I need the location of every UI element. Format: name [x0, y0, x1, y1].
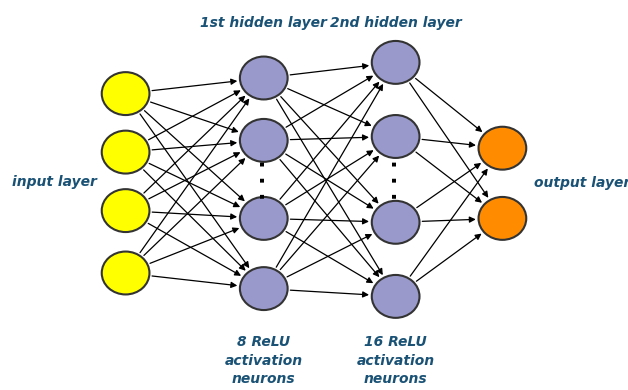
Ellipse shape [240, 119, 288, 162]
Ellipse shape [102, 72, 149, 115]
Ellipse shape [372, 115, 420, 158]
Text: 1st hidden layer: 1st hidden layer [200, 16, 327, 30]
Text: output layer: output layer [534, 176, 628, 190]
Ellipse shape [102, 189, 149, 232]
Ellipse shape [372, 201, 420, 244]
Ellipse shape [479, 127, 526, 170]
Ellipse shape [479, 197, 526, 240]
Ellipse shape [240, 197, 288, 240]
Text: 8 ReLU
activation
neurons: 8 ReLU activation neurons [225, 335, 303, 386]
Text: · · ·: · · · [386, 159, 406, 200]
Ellipse shape [102, 131, 149, 174]
Text: · · ·: · · · [254, 159, 274, 200]
Text: 16 ReLU
activation
neurons: 16 ReLU activation neurons [357, 335, 435, 386]
Ellipse shape [372, 41, 420, 84]
Ellipse shape [240, 267, 288, 310]
Ellipse shape [102, 252, 149, 294]
Text: input layer: input layer [12, 176, 97, 189]
Ellipse shape [240, 57, 288, 99]
Ellipse shape [372, 275, 420, 318]
Text: 2nd hidden layer: 2nd hidden layer [330, 16, 462, 30]
